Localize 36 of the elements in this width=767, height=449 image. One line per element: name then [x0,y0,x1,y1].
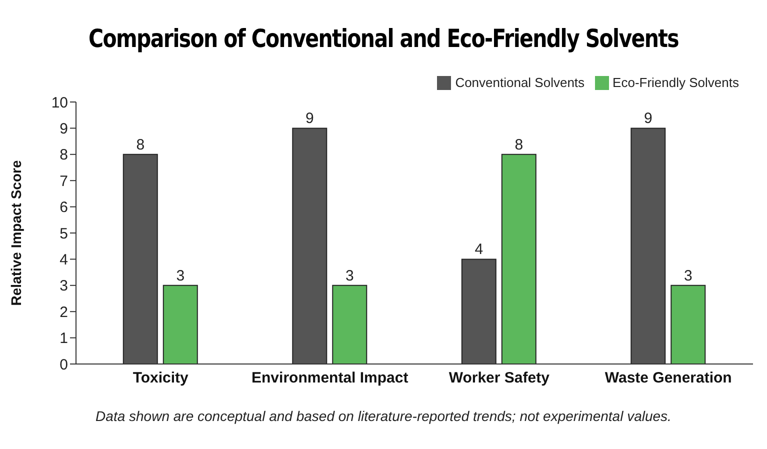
y-tick-label: 2 [60,304,68,321]
data-label: 3 [345,267,354,284]
y-axis-title: Relative Impact Score [8,160,24,306]
legend-label: Eco-Friendly Solvents [612,75,739,90]
data-label: 8 [514,136,524,154]
bar [670,284,706,364]
data-label: 9 [305,110,314,128]
x-tick-label: Worker Safety [448,370,550,387]
y-tick-label: 3 [60,278,68,295]
text: Data shown are conceptual and based on literature-reported trends; not experimental values. [94,408,672,424]
bar [630,128,666,364]
bar [461,258,496,364]
data-label: 3 [176,267,185,284]
data-label: 3 [684,267,692,284]
x-tick-label: Waste Generation [604,370,732,387]
y-tick-label: 0 [60,356,68,374]
data-label: 9 [644,110,652,128]
data-label: 4 [474,241,484,258]
x-tick-label: Toxicity [132,370,190,387]
y-tick-label: 5 [60,225,68,242]
legend-label: Conventional Solvents [455,75,585,90]
y-tick-label: 4 [60,252,68,269]
data-label: 8 [136,136,145,154]
y-tick-label: 1 [60,330,68,348]
bar [122,154,158,364]
y-tick-label: 8 [60,146,68,164]
y-tick-label: 7 [60,172,68,190]
bar [292,128,328,364]
y-tick-label: 9 [60,120,68,138]
y-tick-label: 6 [60,199,68,216]
bar [332,284,368,364]
y-tick-label: 10 [51,94,68,112]
bar [501,154,536,364]
bar [162,284,198,364]
x-tick-label: Environmental Impact [252,370,408,387]
chart-title: Comparison of Conventional and Eco-Friendly Solvents [88,23,680,55]
